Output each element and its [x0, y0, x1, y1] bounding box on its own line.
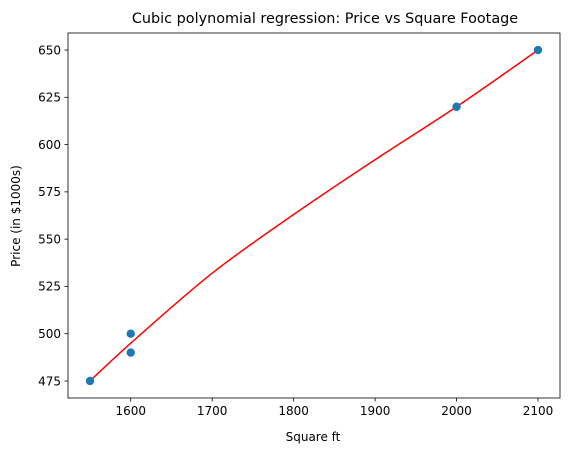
- x-tick-label: 2100: [523, 404, 554, 418]
- x-tick-label: 2000: [441, 404, 472, 418]
- plot-area: [85, 45, 543, 386]
- x-tick-label: 1800: [278, 404, 309, 418]
- axes: 1600 1700 1800 1900 2000 2100 475 500 525 550 575 6…: [38, 32, 561, 418]
- y-tick-label: 575: [38, 185, 61, 199]
- data-point: [452, 102, 461, 111]
- y-axis-label: Price (in $1000s): [9, 165, 23, 267]
- y-tick-label: 650: [38, 43, 61, 57]
- data-point: [126, 348, 135, 357]
- y-tick-label: 500: [38, 327, 61, 341]
- y-tick-label: 525: [38, 280, 61, 294]
- regression-line: [89, 49, 539, 382]
- y-tick-label: 600: [38, 138, 61, 152]
- x-axis-label: Square ft: [286, 430, 341, 444]
- chart-title: Cubic polynomial regression: Price vs Sq…: [132, 11, 518, 27]
- data-point: [533, 45, 543, 55]
- y-tick-label: 475: [38, 374, 61, 388]
- data-point: [85, 376, 95, 386]
- data-point: [126, 329, 135, 338]
- y-tick-label: 550: [38, 232, 61, 246]
- y-tick-label: 625: [38, 91, 61, 105]
- x-tick-label: 1600: [115, 404, 146, 418]
- x-tick-label: 1900: [360, 404, 391, 418]
- x-tick-label: 1700: [197, 404, 228, 418]
- plot-frame: [67, 32, 561, 399]
